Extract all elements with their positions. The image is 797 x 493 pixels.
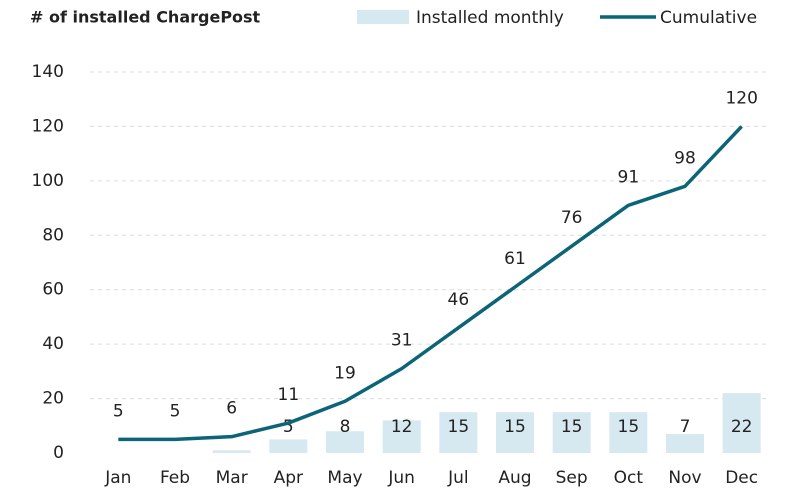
line-label: 19 [334, 363, 356, 383]
x-tick-label: Aug [498, 468, 531, 488]
line-label: 120 [725, 88, 757, 108]
line-label: 98 [674, 148, 696, 168]
bar [382, 420, 421, 453]
y-tick-label: 140 [32, 62, 64, 82]
line-label: 11 [278, 385, 300, 405]
x-tick-label: Jun [387, 468, 415, 488]
y-tick-label: 120 [32, 116, 64, 136]
bar [552, 412, 591, 453]
bar [722, 393, 761, 453]
x-tick-label: Dec [725, 468, 758, 488]
bar-label: 8 [340, 417, 351, 437]
x-tick-label: Apr [274, 468, 303, 488]
line-label: 5 [113, 401, 124, 421]
bar [212, 450, 251, 453]
line-label: 46 [448, 290, 470, 310]
x-tick-label: Mar [216, 468, 248, 488]
bar-label: 7 [680, 417, 691, 437]
x-tick-label: Oct [614, 468, 644, 488]
legend-swatch [357, 10, 409, 24]
line [118, 125, 743, 442]
line-label: 5 [170, 401, 181, 421]
y-tick-label: 100 [32, 171, 64, 191]
bar [609, 412, 648, 453]
bar-label: 12 [391, 417, 413, 437]
bar-label: 15 [561, 417, 583, 437]
bar-label: 15 [448, 417, 470, 437]
x-tick-label: Nov [668, 468, 701, 488]
line-label: 91 [618, 167, 640, 187]
bar-label: 22 [731, 417, 753, 437]
x-tick-label: May [327, 468, 362, 488]
bar-label: 15 [618, 417, 640, 437]
bar-label: 15 [504, 417, 526, 437]
x-tick-label: Feb [160, 468, 190, 488]
bar-label: 5 [283, 417, 294, 437]
bar [496, 412, 534, 453]
chart-title: # of installed ChargePost [30, 8, 261, 27]
y-tick-label: 20 [42, 389, 64, 409]
legend-label: Cumulative [660, 8, 757, 28]
bar [326, 431, 364, 453]
y-tick-label: 80 [42, 225, 64, 245]
line-label: 6 [226, 399, 237, 419]
bar [439, 412, 478, 453]
bar [269, 439, 308, 453]
line-label: 76 [561, 208, 583, 228]
bar [666, 433, 704, 453]
legend-label: Installed monthly [416, 8, 564, 28]
y-tick-label: 40 [42, 334, 64, 354]
line-label: 61 [504, 249, 526, 269]
line-label: 31 [391, 331, 413, 351]
y-tick-label: 0 [53, 443, 64, 463]
x-tick-label: Jan [104, 468, 131, 488]
x-tick-label: Sep [556, 468, 588, 488]
y-tick-label: 60 [42, 280, 64, 300]
x-tick-label: Jul [447, 468, 469, 488]
